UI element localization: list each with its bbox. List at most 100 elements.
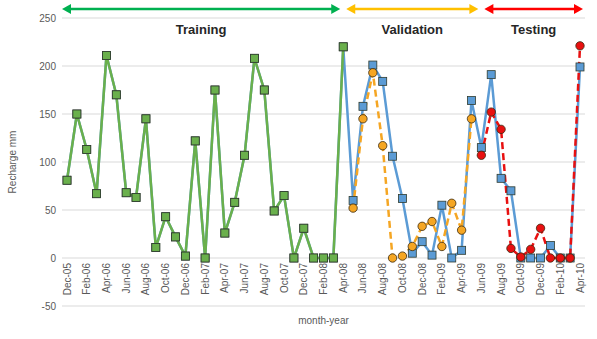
marker xyxy=(152,243,160,251)
marker xyxy=(339,43,347,51)
marker xyxy=(102,51,110,59)
marker xyxy=(310,254,318,262)
marker xyxy=(576,63,584,71)
marker xyxy=(181,252,189,260)
marker xyxy=(181,252,189,260)
chart: -50050100150200250Dec-05Feb-06Apr-06Jun-… xyxy=(0,0,597,339)
x-tick-label: Dec-08 xyxy=(417,263,428,296)
x-tick-label: Oct-09 xyxy=(515,263,526,293)
marker xyxy=(418,238,426,246)
marker xyxy=(487,71,495,79)
annotation-arrow xyxy=(62,4,340,14)
series-line xyxy=(481,46,580,258)
marker xyxy=(290,254,298,262)
annotation-arrow xyxy=(346,4,478,14)
marker xyxy=(477,144,485,152)
arrow-head xyxy=(346,4,355,14)
grid-line xyxy=(62,66,585,67)
grid-line xyxy=(62,18,585,19)
y-tick-label: -50 xyxy=(42,301,57,312)
arrow-shaft xyxy=(68,8,334,11)
arrow-shaft xyxy=(352,8,472,11)
series-line xyxy=(67,47,580,258)
x-tick-label: Feb-09 xyxy=(436,263,447,295)
marker xyxy=(398,194,406,202)
x-tick-label: Apr-06 xyxy=(101,263,112,293)
marker xyxy=(497,174,505,182)
marker xyxy=(428,217,436,225)
marker xyxy=(152,243,160,251)
x-tick-label: Dec-07 xyxy=(298,263,309,296)
marker xyxy=(576,42,584,50)
marker xyxy=(231,198,239,206)
marker xyxy=(270,207,278,215)
marker xyxy=(428,251,436,259)
arrow-head xyxy=(574,4,583,14)
x-axis-title: month-year xyxy=(298,315,349,326)
marker xyxy=(389,152,397,160)
x-tick-label: Apr-08 xyxy=(338,263,349,293)
marker xyxy=(63,176,71,184)
marker xyxy=(191,137,199,145)
x-tick-label: Dec-06 xyxy=(180,263,191,296)
x-tick-label: Aug-08 xyxy=(377,263,388,296)
marker xyxy=(83,146,91,154)
x-tick-label: Apr-07 xyxy=(219,263,230,293)
marker xyxy=(418,222,426,230)
x-tick-label: Dec-09 xyxy=(535,263,546,296)
marker xyxy=(231,198,239,206)
marker xyxy=(507,244,515,252)
marker xyxy=(458,246,466,254)
marker xyxy=(556,254,564,262)
marker xyxy=(556,254,564,262)
y-tick-label: 200 xyxy=(39,61,56,72)
series-line xyxy=(67,47,343,258)
marker xyxy=(93,190,101,198)
marker xyxy=(201,254,209,262)
y-axis-title: Recharge mm xyxy=(7,131,18,194)
marker xyxy=(369,61,377,69)
grid xyxy=(62,18,585,306)
marker xyxy=(280,192,288,200)
marker xyxy=(260,86,268,94)
x-tick-label: Jun-07 xyxy=(239,263,250,294)
x-tick-label: Feb-07 xyxy=(200,263,211,295)
marker xyxy=(83,146,91,154)
x-tick-label: Oct-07 xyxy=(279,263,290,293)
marker xyxy=(191,137,199,145)
marker xyxy=(359,102,367,110)
marker xyxy=(379,77,387,85)
x-tick-label: Apr-09 xyxy=(456,263,467,293)
y-tick-label: 50 xyxy=(45,205,57,216)
marker xyxy=(241,151,249,159)
marker xyxy=(527,254,535,262)
annotation-arrow xyxy=(484,4,583,14)
x-tick-label: Oct-08 xyxy=(397,263,408,293)
marker xyxy=(526,245,534,253)
x-tick-label: Aug-06 xyxy=(140,263,151,296)
marker xyxy=(388,254,396,262)
marker xyxy=(320,254,328,262)
grid-line xyxy=(62,306,585,307)
marker xyxy=(349,204,357,212)
marker xyxy=(250,54,258,62)
marker xyxy=(132,194,140,202)
marker xyxy=(448,254,456,262)
marker xyxy=(162,213,170,221)
marker xyxy=(221,229,229,237)
marker xyxy=(339,43,347,51)
x-tick-label: Feb-06 xyxy=(81,263,92,295)
marker xyxy=(241,151,249,159)
marker xyxy=(329,254,337,262)
marker xyxy=(142,115,150,123)
y-tick-label: 100 xyxy=(39,157,56,168)
marker xyxy=(477,151,485,159)
marker xyxy=(487,108,495,116)
marker xyxy=(507,187,515,195)
annotation-label: Validation xyxy=(382,22,443,37)
marker xyxy=(566,254,574,262)
marker xyxy=(497,125,505,133)
y-tick-label: 250 xyxy=(39,13,56,24)
annotation-label: Testing xyxy=(511,22,556,37)
arrow-head xyxy=(484,4,493,14)
